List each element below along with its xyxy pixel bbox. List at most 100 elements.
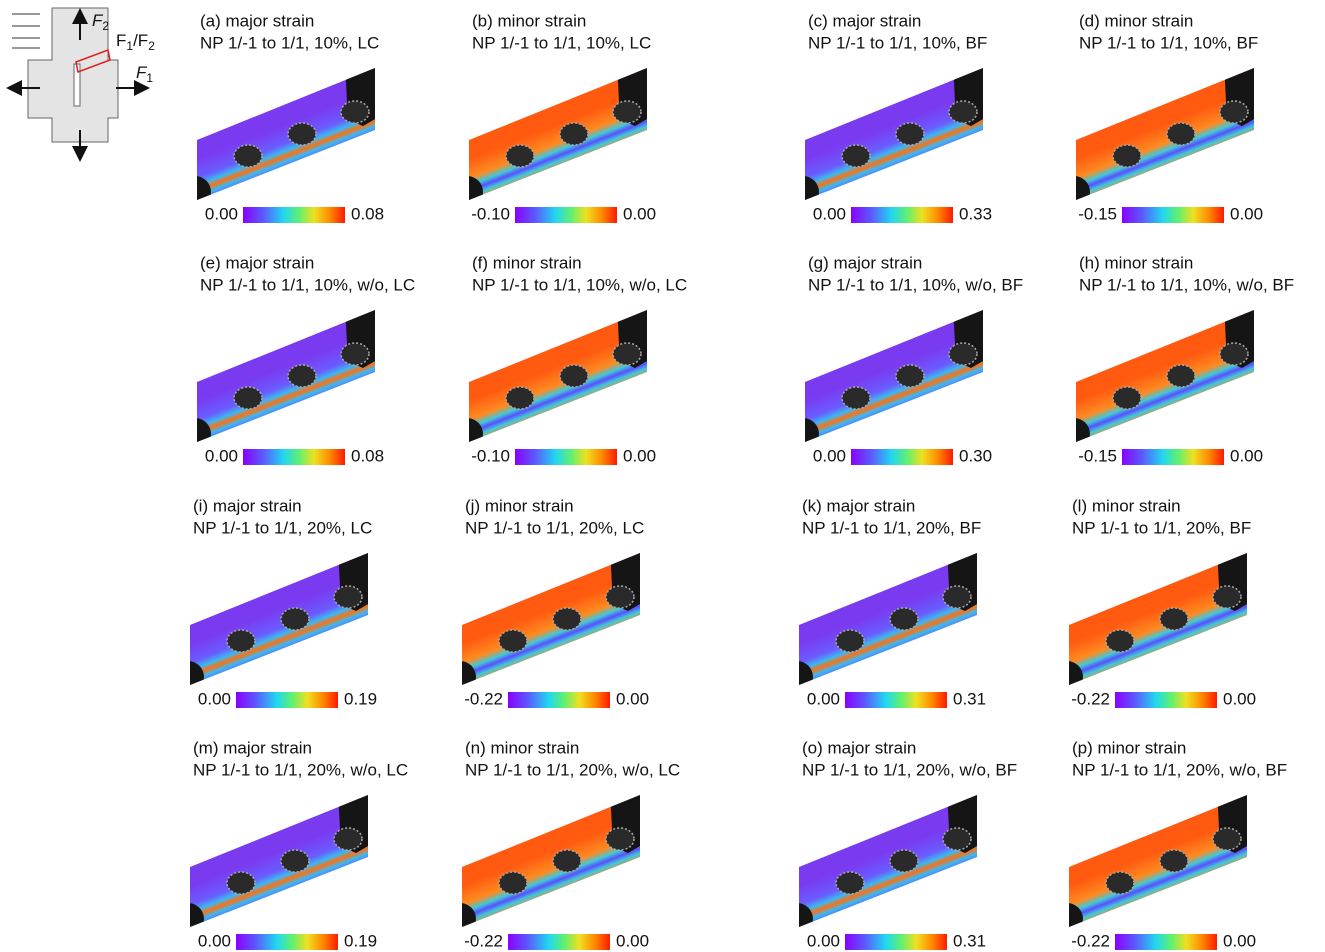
hole — [281, 850, 309, 872]
hole — [1160, 850, 1188, 872]
panel-label: (d) minor strain — [1079, 11, 1193, 30]
hole — [227, 872, 255, 894]
strain-field — [172, 547, 370, 693]
grip-region — [1058, 418, 1090, 450]
strain-field — [787, 62, 985, 208]
colorbar — [1115, 934, 1217, 950]
colorbar-max: 0.31 — [953, 931, 986, 950]
strain-field — [451, 62, 649, 208]
panel-condition: NP 1/-1 to 1/1, 10%, w/o, LC — [200, 275, 415, 294]
colorbar-max: 0.19 — [344, 689, 377, 708]
strain-field — [787, 304, 985, 450]
hole — [890, 608, 918, 630]
grip-region — [1058, 176, 1090, 208]
panel-condition: NP 1/-1 to 1/1, 10%, LC — [472, 33, 651, 52]
grip-region — [172, 903, 204, 935]
strain-map — [172, 789, 370, 935]
colorbar — [515, 207, 617, 223]
panel: (c) major strain NP 1/-1 to 1/1, 10%, BF 0… — [787, 11, 992, 223]
panel-label: (l) minor strain — [1072, 496, 1181, 515]
colorbar — [845, 934, 947, 950]
hole — [334, 828, 362, 850]
strain-field — [172, 789, 370, 935]
hole — [234, 387, 262, 409]
grip-region — [444, 661, 476, 693]
panel-label: (p) minor strain — [1072, 738, 1186, 757]
strain-field — [781, 789, 979, 935]
strain-map — [172, 547, 370, 693]
strain-map — [787, 304, 985, 450]
hole — [613, 343, 641, 365]
grip-region — [1051, 661, 1083, 693]
colorbar-min: 0.00 — [205, 446, 238, 465]
strain-field — [1051, 789, 1249, 935]
hole — [288, 123, 316, 145]
colorbar-max: 0.00 — [616, 689, 649, 708]
hole — [1167, 365, 1195, 387]
panel-label: (c) major strain — [808, 11, 921, 30]
grip-region — [179, 418, 211, 450]
colorbar — [515, 449, 617, 465]
hole — [334, 586, 362, 608]
grip-region — [781, 661, 813, 693]
panel-label: (h) minor strain — [1079, 253, 1193, 272]
panel-label: (e) major strain — [200, 253, 314, 272]
hole — [499, 630, 527, 652]
hole — [613, 101, 641, 123]
strain-map — [451, 304, 649, 450]
grip-region — [179, 176, 211, 208]
colorbar-max: 0.08 — [351, 204, 384, 223]
panel-label: (k) major strain — [802, 496, 915, 515]
panel-label: (a) major strain — [200, 11, 314, 30]
grip-region — [444, 903, 476, 935]
colorbar — [1122, 449, 1224, 465]
panel-label: (b) minor strain — [472, 11, 586, 30]
colorbar — [851, 449, 953, 465]
hole — [506, 145, 534, 167]
ratio-label: F1/F2 — [116, 31, 155, 53]
colorbar — [236, 934, 338, 950]
panel-condition: NP 1/-1 to 1/1, 20%, BF — [802, 518, 981, 537]
hole — [1213, 828, 1241, 850]
hole — [1220, 101, 1248, 123]
hole — [896, 365, 924, 387]
hole — [606, 586, 634, 608]
strain-field — [1058, 62, 1256, 208]
strain-map — [179, 62, 377, 208]
grip-region — [787, 176, 819, 208]
panel: (k) major strain NP 1/-1 to 1/1, 20%, BF 0… — [781, 496, 986, 708]
panel-label: (i) major strain — [193, 496, 302, 515]
strain-map — [444, 789, 642, 935]
hole — [890, 850, 918, 872]
hole — [1113, 145, 1141, 167]
hole — [288, 365, 316, 387]
colorbar-min: -0.22 — [1071, 931, 1110, 950]
colorbar-max: 0.19 — [344, 931, 377, 950]
hole — [341, 101, 369, 123]
colorbar-min: -0.10 — [471, 204, 510, 223]
force-label: F1 — [136, 63, 153, 85]
hole — [1113, 387, 1141, 409]
hole — [553, 850, 581, 872]
colorbar — [508, 934, 610, 950]
strain-field — [444, 547, 642, 693]
panel-condition: NP 1/-1 to 1/1, 10%, BF — [808, 33, 987, 52]
colorbar-max: 0.31 — [953, 689, 986, 708]
hole — [560, 123, 588, 145]
grip-region — [451, 418, 483, 450]
panel-condition: NP 1/-1 to 1/1, 20%, w/o, LC — [465, 760, 680, 779]
colorbar-min: 0.00 — [205, 204, 238, 223]
hole — [560, 365, 588, 387]
colorbar-max: 0.00 — [1223, 931, 1256, 950]
strain-field — [444, 789, 642, 935]
hole — [842, 387, 870, 409]
colorbar-min: 0.00 — [807, 931, 840, 950]
strain-field — [179, 304, 377, 450]
colorbar-min: 0.00 — [813, 204, 846, 223]
hole — [606, 828, 634, 850]
strain-field — [1051, 547, 1249, 693]
panel-condition: NP 1/-1 to 1/1, 20%, LC — [193, 518, 372, 537]
grip-region — [451, 176, 483, 208]
